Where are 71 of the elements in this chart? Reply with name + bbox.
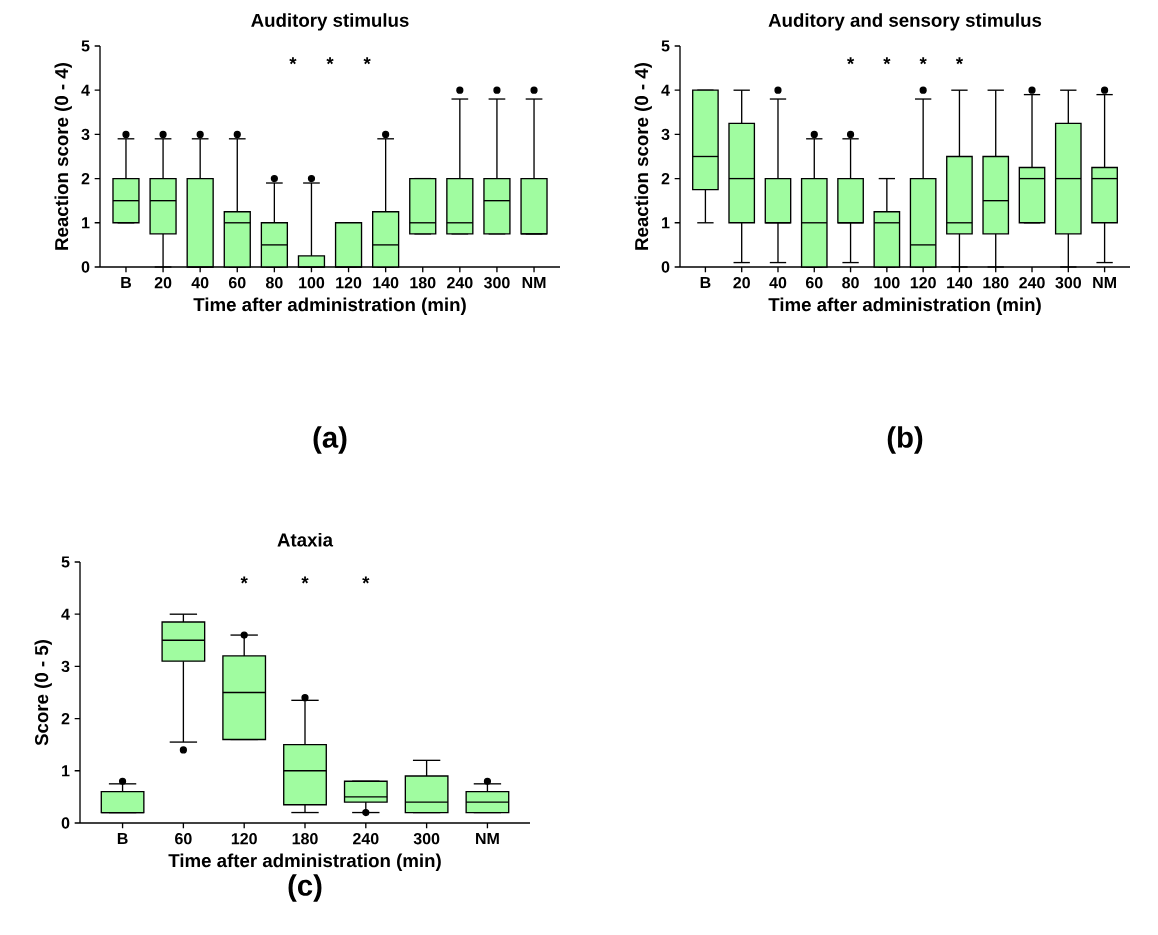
y-tick-label: 3 bbox=[81, 128, 90, 141]
x-tick-label: 120 bbox=[336, 277, 362, 289]
x-tick-label: 180 bbox=[410, 277, 436, 289]
x-tick-label: NM bbox=[522, 277, 546, 289]
annotation: * bbox=[301, 576, 309, 584]
y-axis-title: Score (0 - 5) bbox=[34, 640, 52, 746]
y-tick-label: 5 bbox=[81, 40, 90, 52]
x-tick-label: 300 bbox=[483, 277, 510, 289]
y-tick-label: 1 bbox=[82, 217, 90, 229]
text: (b) bbox=[887, 426, 923, 454]
x-axis-title: Time after administration (min) bbox=[168, 853, 441, 871]
chart-title: Ataxia bbox=[277, 532, 334, 547]
x-tick-label: 180 bbox=[292, 833, 318, 845]
annotation: * bbox=[240, 576, 248, 584]
annotation: * bbox=[955, 57, 964, 65]
y-tick-label: 0 bbox=[61, 817, 70, 829]
x-tick-label: B bbox=[700, 277, 711, 289]
x-tick-label: NM bbox=[476, 833, 499, 845]
y-tick-label: 5 bbox=[661, 40, 670, 52]
y-axis-title: Reaction score (0 - 4) bbox=[634, 63, 652, 250]
y-tick-label: 3 bbox=[661, 128, 670, 141]
x-tick-label: 60 bbox=[805, 277, 823, 289]
x-tick-label: 140 bbox=[373, 277, 399, 289]
x-tick-label: 100 bbox=[874, 277, 900, 289]
y-tick-label: 4 bbox=[61, 608, 70, 620]
x-tick-label: 240 bbox=[447, 277, 473, 289]
y-tick-label: 5 bbox=[61, 556, 70, 568]
x-tick-label: B bbox=[117, 833, 128, 845]
x-axis-title: Time after administration (min) bbox=[768, 297, 1041, 315]
y-tick-label: 0 bbox=[81, 261, 90, 273]
y-tick-label: 0 bbox=[661, 261, 670, 273]
x-tick-label: 180 bbox=[983, 277, 1009, 289]
y-tick-label: 2 bbox=[61, 713, 70, 725]
x-tick-label: 240 bbox=[1019, 277, 1045, 289]
x-tick-label: 300 bbox=[413, 833, 440, 845]
chart-title: Auditory and sensory stimulus bbox=[768, 13, 1042, 31]
x-tick-label: 80 bbox=[265, 277, 283, 289]
y-axis-title: Reaction score (0 - 4) bbox=[54, 63, 72, 250]
x-tick-label: 40 bbox=[191, 277, 209, 289]
y-tick-label: 2 bbox=[661, 173, 670, 185]
y-tick-label: 1 bbox=[662, 217, 670, 229]
annotation: * bbox=[363, 57, 371, 65]
y-tick-label: 4 bbox=[81, 84, 90, 96]
x-tick-label: 80 bbox=[842, 277, 859, 289]
text: (a) bbox=[313, 426, 347, 454]
annotation: * bbox=[362, 576, 370, 584]
x-tick-label: 20 bbox=[154, 277, 172, 289]
annotation: * bbox=[919, 57, 927, 65]
x-tick-label: 40 bbox=[769, 277, 787, 289]
x-tick-label: B bbox=[121, 277, 132, 289]
x-tick-label: 60 bbox=[228, 277, 246, 289]
annotation: * bbox=[883, 57, 891, 65]
y-tick-label: 4 bbox=[661, 84, 670, 96]
text: (c) bbox=[288, 874, 322, 902]
x-tick-label: 240 bbox=[353, 833, 379, 845]
y-tick-label: 2 bbox=[81, 173, 90, 185]
x-tick-label: 300 bbox=[1055, 277, 1081, 289]
x-tick-label: 140 bbox=[947, 277, 973, 289]
annotation: * bbox=[326, 57, 334, 65]
x-tick-label: 120 bbox=[910, 277, 936, 289]
annotation: * bbox=[289, 57, 297, 65]
x-tick-label: 120 bbox=[231, 833, 257, 845]
annotation: * bbox=[847, 57, 855, 65]
x-axis-title: Time after administration (min) bbox=[193, 297, 466, 315]
y-tick-label: 1 bbox=[62, 765, 70, 777]
y-tick-label: 3 bbox=[61, 660, 70, 673]
x-tick-label: 60 bbox=[175, 833, 192, 845]
x-tick-label: 100 bbox=[299, 277, 325, 289]
chart-title: Auditory stimulus bbox=[251, 13, 409, 31]
x-tick-label: NM bbox=[1093, 277, 1116, 289]
x-tick-label: 20 bbox=[733, 277, 750, 289]
